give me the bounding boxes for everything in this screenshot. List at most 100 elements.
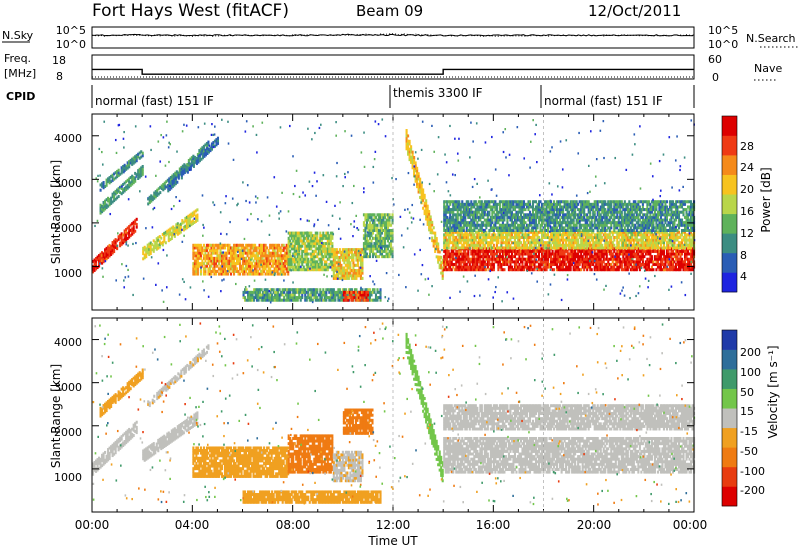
heatmap-cell [437,245,439,248]
heatmap-cell [256,267,258,270]
heatmap-cell [518,239,520,242]
heatmap-cell [233,273,235,276]
heatmap-cell [413,159,415,162]
heatmap-cell [319,232,321,235]
heatmap-cell [664,239,666,242]
heatmap-cell [100,189,102,192]
heatmap-cell [379,293,381,296]
heatmap-cell [511,233,513,236]
heatmap-cell [497,241,499,244]
heatmap-cell [294,255,296,258]
heatmap-cell [387,239,389,242]
heatmap-feature-12 [406,129,444,280]
heatmap-cell [574,258,576,261]
heatmap-cell [204,252,206,255]
heatmap-cell [369,237,371,240]
heatmap-cell [558,236,560,239]
heatmap-cell [439,250,441,253]
heatmap-cell [385,250,387,253]
heatmap-cell [258,299,260,302]
heatmap-cell [521,260,523,263]
heatmap-cell [594,250,596,253]
heatmap-cell [298,242,300,245]
heatmap-cell [493,263,495,266]
heatmap-cell [277,252,279,255]
freq-panel-frame [92,55,694,79]
heatmap-cell [550,255,552,258]
heatmap-cell [675,266,677,269]
heatmap-cell [381,226,383,229]
heatmap-cell [307,291,309,294]
heatmap-cell [559,241,561,244]
heatmap-cell [215,273,217,276]
heatmap-cell [200,273,202,276]
heatmap-cell [586,268,588,271]
heatmap-cell [493,268,495,271]
heatmap-cell [306,299,308,302]
heatmap-cell [424,194,426,197]
heatmap-cell [207,141,209,144]
heatmap-cell [515,263,517,266]
heatmap-cell [277,291,279,294]
heatmap-cell [381,253,383,256]
heatmap-cell [355,288,357,291]
heatmap-cell [622,255,624,258]
heatmap-cell [485,268,487,271]
heatmap-cell [670,255,672,258]
heatmap-cell [349,261,351,264]
heatmap-cell [618,268,620,271]
heatmap-cell [280,252,282,255]
heatmap-cell [652,268,654,271]
heatmap-cell [279,296,281,299]
heatmap-cell [259,291,261,294]
heatmap-cell [655,268,657,271]
heatmap-cell [591,268,593,271]
heatmap-cell [228,270,230,273]
heatmap-cell [589,246,591,249]
heatmap-cell [437,242,439,245]
heatmap-cell [283,270,285,273]
heatmap-cell [685,236,687,239]
heatmap-cell [612,233,614,236]
heatmap-cell [436,240,438,243]
heatmap-cell [196,208,198,211]
heatmap-cell [527,239,529,242]
heatmap-cell [502,255,504,258]
heatmap-cell [606,253,608,256]
heatmap-cell [347,299,349,302]
heatmap-cell [452,233,454,236]
heatmap-cell [375,253,377,256]
heatmap-cell [333,272,335,275]
heatmap-cell [362,296,364,299]
heatmap-cell [508,241,510,244]
heatmap-cell [283,244,285,247]
heatmap-cell [136,226,138,229]
heatmap-cell [372,250,374,253]
heatmap-cell [180,225,182,228]
heatmap-cell [349,272,351,275]
heatmap-cell [409,140,411,143]
heatmap-cell [579,263,581,266]
heatmap-cell [301,245,303,248]
heatmap-cell [236,267,238,270]
heatmap-cell [265,244,267,247]
heatmap-cell [301,253,303,256]
heatmap-cell [568,236,570,239]
heatmap-cell [652,260,654,263]
heatmap-cell [321,260,323,263]
heatmap-cell [503,268,505,271]
heatmap-cell [549,241,551,244]
heatmap-cell [570,266,572,269]
heatmap-cell [484,246,486,249]
heatmap-cell [316,255,318,258]
heatmap-cell [325,293,327,296]
heatmap-cell [392,213,394,216]
heatmap-cell [484,260,486,263]
heatmap-cell [361,261,363,264]
heatmap-cell [618,255,620,258]
heatmap-cell [200,244,202,247]
heatmap-cell [658,246,660,249]
heatmap-cell [325,260,327,263]
heatmap-cell [301,296,303,299]
heatmap-cell [637,253,639,256]
